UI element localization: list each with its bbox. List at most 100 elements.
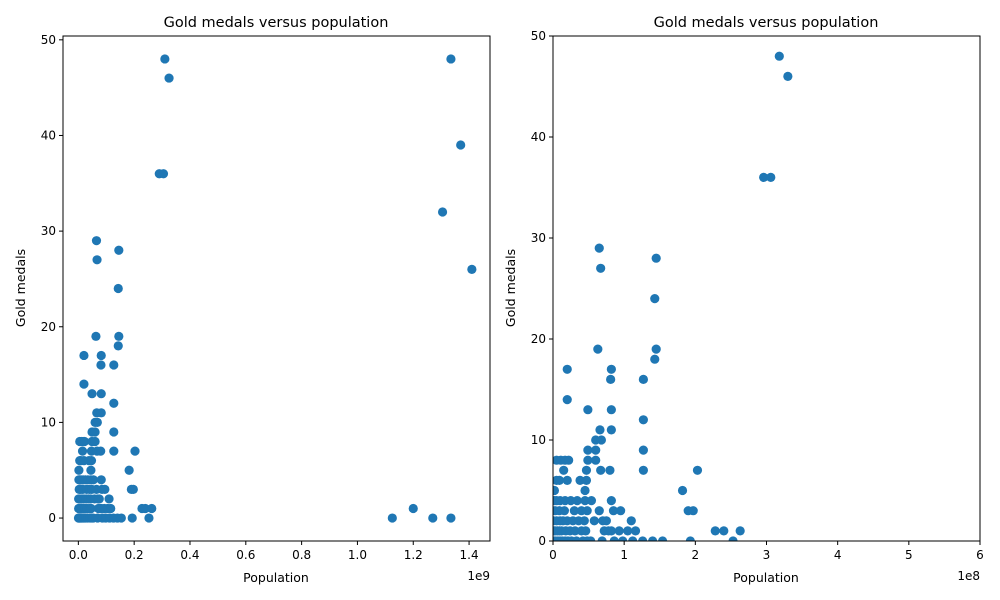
left-y-tick-label: 40 [41,128,56,142]
left-data-point [387,513,397,523]
right-data-point [569,506,579,516]
right-x-tick-label: 5 [905,548,913,562]
left-data-point [96,360,106,370]
left-data-point [446,54,456,64]
left-scatter-panel: Gold medals versus population Population… [13,15,491,585]
left-data-point [127,513,137,523]
right-data-point [609,536,619,541]
right-data-point [630,526,641,536]
left-data-point [74,465,84,475]
right-data-points [553,51,793,541]
left-data-point [100,484,110,494]
left-data-point [90,427,100,437]
right-x-tick-label: 1 [620,548,628,562]
right-data-point [589,516,599,526]
left-data-point [79,379,89,389]
left-data-point [77,446,88,456]
right-data-point [606,374,616,384]
left-data-point [104,494,114,504]
right-data-point [783,71,793,81]
right-data-point [774,51,784,61]
left-x-axis-scale-label: 1e9 [467,569,490,583]
right-data-point [562,395,572,405]
right-data-point [594,243,604,253]
left-data-point [86,465,96,475]
right-data-point [559,506,569,516]
right-data-point [572,496,582,506]
left-x-tick-label: 1.0 [348,548,367,562]
right-data-point [616,506,626,516]
right-data-point [638,465,648,475]
right-data-point [719,526,729,536]
right-x-tick-label: 0 [549,548,557,562]
right-data-point [591,455,601,465]
right-data-point [593,344,603,354]
left-axis-ticks: 0.0 0.2 0.4 0.6 0.8 1.0 1.2 1.4 0 10 20 30 40 50 [41,33,479,562]
right-x-tick-label: 6 [976,548,984,562]
left-data-point [113,283,123,294]
left-x-tick-label: 0.6 [236,548,255,562]
right-chart-title: Gold medals versus population [654,15,879,31]
right-y-axis-label: Gold medals [503,249,518,327]
left-data-point [109,398,119,408]
right-data-point [685,536,695,541]
right-data-point [583,445,593,455]
right-y-tick-label: 30 [531,231,546,245]
left-data-point [91,236,102,246]
right-data-point [580,496,590,506]
left-x-tick-label: 1.2 [404,548,423,562]
right-data-point [677,485,688,496]
left-data-point [140,503,150,514]
left-data-point [114,245,124,255]
right-data-point [586,536,596,541]
right-data-point [595,425,605,435]
left-data-point [79,350,89,361]
left-data-point [109,446,119,456]
right-data-point [638,415,648,425]
left-x-tick-label: 1.4 [460,548,479,562]
right-data-point [591,445,601,455]
left-data-point [92,417,102,428]
right-data-point [618,536,628,541]
right-x-axis-label: Population [733,570,799,585]
right-data-point [596,465,606,475]
left-data-point [96,446,106,456]
right-data-point [582,506,592,516]
left-x-tick-label: 0.0 [69,548,88,562]
right-data-point [596,435,606,445]
right-data-point [575,475,585,485]
right-data-point [608,506,619,516]
right-data-point [650,354,660,364]
left-data-point [90,436,100,447]
right-y-tick-label: 20 [531,332,546,346]
left-data-point [109,427,119,437]
left-y-tick-label: 0 [48,511,56,525]
left-data-point [88,475,99,485]
right-data-point [581,475,592,485]
right-y-tick-label: 0 [538,534,546,548]
right-y-tick-label: 10 [531,433,546,447]
right-data-point [688,506,698,516]
right-data-point [566,496,576,506]
right-data-point [581,465,592,475]
left-y-tick-label: 50 [41,33,56,47]
right-data-point [583,455,593,465]
right-data-point [710,526,720,536]
right-data-point [583,405,593,415]
left-data-point [428,513,438,523]
left-y-axis-label: Gold medals [13,249,28,327]
right-data-point [562,475,572,485]
right-data-point [606,405,616,415]
left-data-point [446,513,456,523]
right-y-tick-label: 50 [531,29,546,43]
left-data-point [113,341,123,351]
right-data-point [735,526,745,536]
left-chart-title: Gold medals versus population [164,15,389,31]
left-data-point [114,331,124,341]
left-plot-frame [62,35,491,542]
right-data-point [570,526,580,536]
right-x-tick-label: 4 [834,548,842,562]
right-data-point [651,253,661,263]
